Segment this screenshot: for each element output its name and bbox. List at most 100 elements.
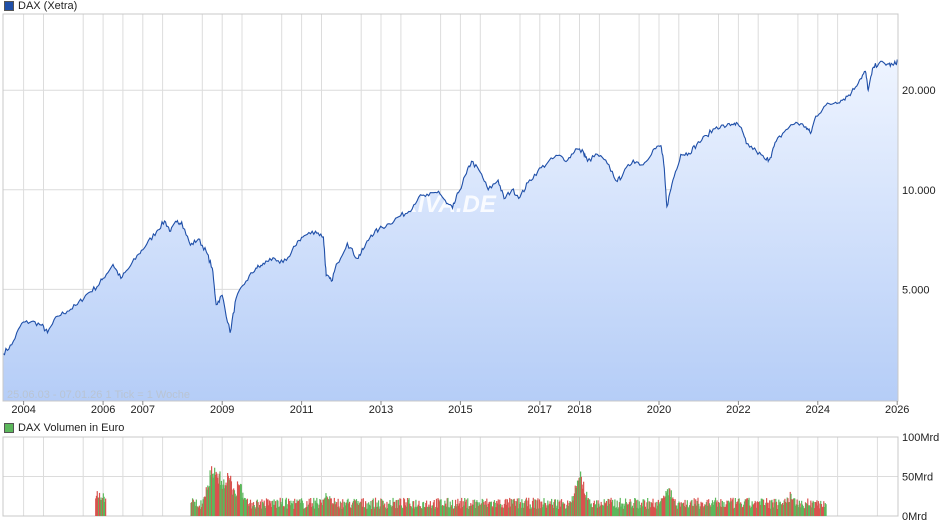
volume-bar	[287, 504, 289, 516]
volume-bar	[595, 504, 597, 516]
volume-bar	[502, 508, 505, 516]
volume-bar	[500, 507, 502, 516]
volume-bar	[631, 507, 633, 516]
volume-bar	[656, 501, 658, 516]
volume-bar	[104, 501, 106, 516]
volume-bar	[505, 498, 507, 516]
volume-bar	[241, 497, 243, 516]
volume-bar	[617, 508, 619, 516]
volume-bar	[298, 499, 300, 516]
volume-bar	[809, 505, 811, 516]
volume-bar	[297, 501, 300, 516]
volume-bar	[531, 507, 533, 516]
volume-bar	[426, 507, 428, 516]
volume-bar	[376, 502, 378, 516]
volume-bar	[682, 503, 684, 516]
volume-bar	[723, 502, 725, 516]
volume-bar	[452, 508, 454, 516]
volume-bar	[337, 498, 339, 516]
volume-bar	[297, 501, 299, 516]
volume-bar	[612, 499, 614, 516]
volume-bar	[417, 504, 419, 516]
volume-bar	[563, 503, 565, 516]
volume-bar	[565, 508, 567, 516]
volume-bar	[190, 502, 192, 516]
volume-bar	[275, 507, 277, 516]
volume-bar	[220, 485, 222, 516]
volume-bar	[607, 498, 609, 516]
volume-bar	[392, 497, 394, 516]
volume-bar	[546, 505, 548, 516]
volume-bar	[448, 507, 451, 516]
volume-bar	[420, 508, 422, 516]
volume-bar	[663, 497, 666, 516]
volume-bar	[589, 499, 591, 516]
volume-bar	[813, 502, 815, 516]
volume-bar	[798, 500, 800, 516]
volume-bar	[201, 503, 204, 516]
volume-bar	[421, 508, 423, 516]
volume-bar	[475, 501, 477, 516]
volume-bar	[103, 496, 105, 516]
volume-bar	[403, 499, 406, 516]
volume-bar	[807, 505, 810, 516]
volume-bar	[511, 499, 513, 516]
volume-bar	[540, 501, 542, 516]
volume-bar	[371, 500, 374, 516]
volume-bar	[663, 495, 665, 516]
volume-bar	[239, 483, 242, 516]
volume-bar	[657, 499, 659, 516]
volume-bar	[227, 475, 229, 516]
volume-bar	[520, 507, 522, 516]
volume-bar	[374, 508, 376, 516]
volume-bar	[714, 497, 717, 516]
volume-bar	[600, 501, 602, 516]
volume-bar	[196, 506, 198, 516]
volume-bar	[794, 498, 796, 516]
volume-bar	[684, 499, 686, 516]
volume-bar	[634, 498, 637, 516]
volume-bar	[332, 504, 335, 516]
volume-bar	[666, 489, 669, 516]
volume-bar	[361, 498, 363, 516]
volume-bar	[596, 507, 598, 516]
volume-bar	[787, 498, 789, 516]
volume-bar	[599, 506, 601, 516]
volume-bar	[686, 500, 688, 516]
volume-bar	[409, 506, 412, 516]
volume-bar	[246, 498, 249, 516]
volume-bar	[197, 506, 199, 516]
volume-bar	[641, 506, 643, 516]
volume-bar	[767, 502, 769, 516]
x-tick-label: 2018	[567, 404, 591, 416]
volume-bar	[323, 498, 326, 516]
price-area	[3, 60, 898, 401]
volume-bar	[708, 499, 710, 516]
volume-bar	[781, 504, 783, 516]
volume-bar	[676, 508, 679, 516]
volume-bar	[422, 501, 425, 516]
volume-bar	[454, 505, 456, 516]
volume-bar	[458, 505, 460, 516]
volume-bar	[624, 505, 626, 516]
volume-bar	[748, 497, 750, 516]
volume-bar	[656, 505, 659, 516]
volume-bar	[232, 489, 234, 516]
price-y-tick-label: 5.000	[902, 284, 930, 296]
volume-bar	[720, 499, 722, 516]
volume-bar	[253, 505, 255, 516]
volume-bar	[652, 498, 654, 516]
volume-bar	[701, 502, 703, 516]
volume-bar	[204, 496, 207, 516]
watermark-text: ARIVA.DE	[382, 191, 497, 218]
volume-bar	[715, 502, 717, 516]
volume-bar	[358, 505, 360, 516]
volume-bar	[450, 506, 452, 516]
volume-bar	[494, 502, 496, 516]
volume-bar	[632, 508, 634, 516]
volume-bar	[509, 497, 511, 516]
volume-bar	[662, 498, 664, 516]
volume-bar	[332, 503, 334, 516]
volume-bar	[347, 498, 349, 516]
volume-bar	[521, 499, 523, 516]
